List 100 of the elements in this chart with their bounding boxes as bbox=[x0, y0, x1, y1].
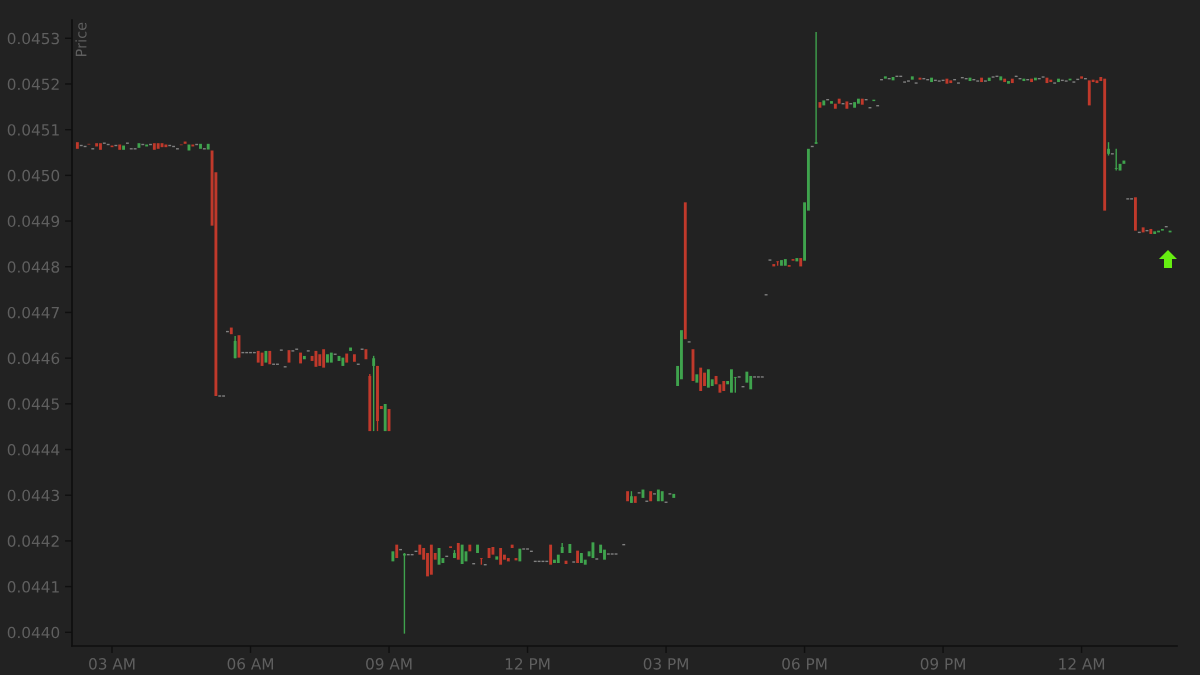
candlestick bbox=[1160, 228, 1164, 231]
candlestick bbox=[1107, 141, 1110, 157]
candlestick bbox=[326, 354, 329, 363]
candlestick bbox=[118, 144, 122, 150]
candlestick bbox=[1030, 78, 1034, 83]
candlestick bbox=[730, 369, 733, 393]
y-tick-label: 0.0444 bbox=[7, 443, 60, 456]
candlestick bbox=[830, 101, 833, 104]
candlestick bbox=[268, 350, 272, 365]
candlestick bbox=[853, 102, 857, 108]
candlestick bbox=[553, 559, 556, 564]
y-tick-label: 0.0450 bbox=[7, 169, 60, 182]
candlestick bbox=[495, 556, 499, 560]
y-tick-label: 0.0451 bbox=[7, 124, 59, 136]
candlestick bbox=[75, 142, 79, 149]
candlestick bbox=[1087, 80, 1091, 106]
candlestick bbox=[352, 354, 356, 362]
candlestick bbox=[1114, 148, 1118, 172]
candlestick bbox=[883, 76, 887, 79]
candlestick bbox=[345, 353, 349, 363]
candlestick bbox=[910, 76, 914, 80]
candlestick bbox=[1134, 197, 1137, 231]
candlestick bbox=[683, 202, 687, 340]
y-tick-label: 0.0447 bbox=[7, 306, 59, 319]
candlestick bbox=[341, 357, 345, 366]
candlestick bbox=[949, 80, 953, 84]
candlestick bbox=[706, 369, 710, 388]
candlestick bbox=[402, 552, 406, 635]
candlestick bbox=[476, 544, 479, 554]
candlestick bbox=[660, 491, 664, 502]
x-tick-label: 12 AM bbox=[1059, 658, 1105, 670]
candlestick bbox=[799, 258, 803, 267]
candlestick bbox=[1057, 78, 1060, 83]
candlestick bbox=[1103, 78, 1107, 211]
candlestick bbox=[199, 143, 202, 149]
candlestick bbox=[322, 349, 326, 368]
x-tick-label: 12 PM bbox=[505, 658, 550, 670]
y-tick-label: 0.0453 bbox=[7, 32, 59, 45]
candlestick bbox=[468, 544, 472, 552]
candlestick bbox=[856, 98, 860, 104]
candlestick bbox=[795, 258, 799, 262]
candlestick bbox=[95, 143, 99, 147]
candlestick bbox=[391, 551, 395, 562]
candlestick bbox=[603, 549, 606, 560]
candlestick bbox=[1007, 81, 1010, 84]
candlestick bbox=[699, 367, 703, 391]
candlestick bbox=[549, 544, 553, 565]
candlestick bbox=[722, 380, 726, 391]
y-axis-title: Price bbox=[75, 22, 87, 57]
candlestick bbox=[695, 374, 699, 383]
candlestick bbox=[1122, 160, 1126, 164]
candlestick bbox=[1010, 78, 1014, 84]
y-tick-label: 0.0441 bbox=[7, 581, 59, 593]
candlestick bbox=[99, 143, 102, 150]
candlestick bbox=[156, 143, 160, 149]
candlestick bbox=[395, 544, 399, 559]
candlestick bbox=[629, 490, 633, 504]
candlestick bbox=[453, 549, 456, 559]
candlestick bbox=[1149, 228, 1153, 234]
candlestick bbox=[518, 548, 522, 562]
candlestick bbox=[491, 546, 495, 555]
candlestick bbox=[656, 489, 660, 502]
x-tick-label: 09 PM bbox=[920, 658, 965, 670]
candlestick bbox=[460, 544, 464, 565]
candlestick bbox=[383, 404, 387, 432]
candlestick bbox=[372, 355, 376, 432]
candlestick bbox=[152, 143, 156, 150]
candlestick bbox=[633, 496, 637, 503]
candlestick bbox=[845, 101, 849, 109]
candlestick bbox=[299, 352, 302, 364]
candlestick bbox=[718, 384, 722, 393]
candlestick bbox=[749, 375, 753, 390]
x-tick-label: 03 AM bbox=[89, 658, 135, 670]
candlestick bbox=[229, 327, 233, 335]
y-tick-label: 0.0452 bbox=[7, 78, 59, 90]
candlestick bbox=[1141, 227, 1145, 233]
x-tick-label: 06 PM bbox=[782, 658, 827, 670]
candlestick bbox=[429, 544, 433, 575]
candlestick bbox=[256, 350, 260, 363]
candlestick bbox=[999, 76, 1003, 81]
candlestick bbox=[568, 543, 572, 554]
candlestick bbox=[556, 554, 560, 564]
y-tick-label: 0.0449 bbox=[7, 215, 60, 228]
y-tick-label: 0.0443 bbox=[7, 489, 59, 502]
candlestick bbox=[837, 98, 841, 104]
candlestick bbox=[506, 558, 510, 562]
candlestick bbox=[206, 143, 210, 150]
x-tick-label: 03 PM bbox=[643, 658, 688, 670]
candlestick bbox=[349, 347, 352, 351]
candlestick bbox=[1153, 231, 1157, 234]
candlestick bbox=[980, 77, 983, 83]
candlestick bbox=[945, 78, 949, 84]
candlestick bbox=[302, 355, 306, 360]
candlestick bbox=[1003, 78, 1007, 83]
candlestick bbox=[1080, 76, 1084, 79]
y-tick-label: 0.0446 bbox=[7, 352, 60, 365]
candlestick bbox=[860, 98, 864, 105]
candlestick bbox=[783, 259, 787, 266]
candlestick bbox=[672, 493, 676, 498]
candlestick bbox=[814, 31, 818, 145]
